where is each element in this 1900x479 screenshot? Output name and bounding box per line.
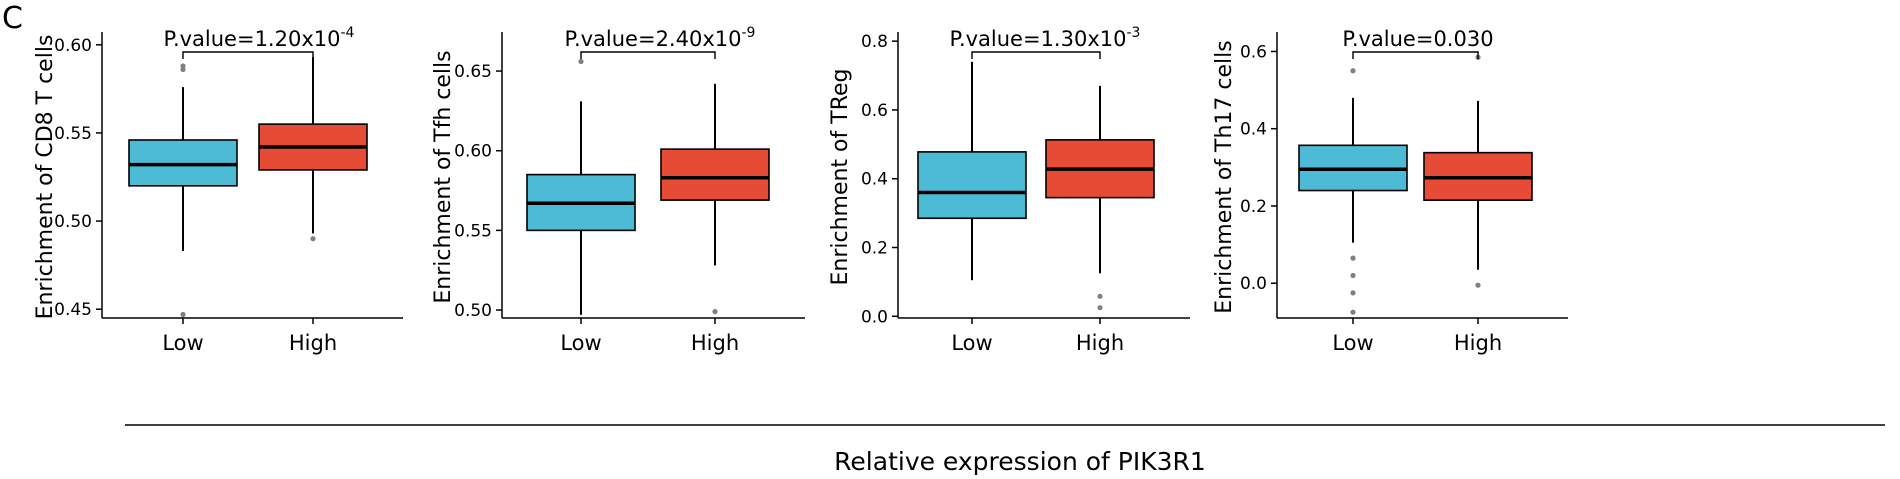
p-value-label: P.value=0.030 [1342, 27, 1493, 51]
outlier-point [180, 311, 186, 318]
y-tick-label: 0.60 [454, 142, 492, 162]
outlier-point [1475, 282, 1481, 288]
x-tick-label: High [1076, 331, 1124, 355]
y-tick-label: 0.4 [861, 170, 888, 190]
box-high [1045, 85, 1155, 311]
box-high [1423, 54, 1533, 288]
y-tick-label: 0.0 [1240, 274, 1267, 294]
y-axis-label: Enrichment of TReg [828, 68, 853, 285]
outlier-point [1350, 68, 1356, 74]
outlier-point [1350, 309, 1356, 315]
significance-bracket [1352, 51, 1479, 59]
p-value-label: P.value=2.40x10-9 [565, 25, 756, 51]
p-value-label: P.value=1.30x10-3 [950, 25, 1141, 51]
box-iqr [917, 151, 1027, 220]
outlier-point [1097, 305, 1103, 311]
y-tick-label: 0.55 [454, 221, 492, 241]
significance-bracket [182, 51, 314, 59]
outlier-point [712, 309, 718, 315]
box-low [526, 58, 636, 315]
box-low [1298, 68, 1408, 315]
y-tick-label: 0.2 [861, 239, 888, 259]
y-tick-label: 0.50 [54, 212, 92, 232]
significance-bracket [971, 51, 1101, 59]
outlier-point [1350, 255, 1356, 261]
significance-bracket [580, 51, 716, 59]
outlier-point [1350, 272, 1356, 279]
panel-label: C [2, 1, 23, 36]
y-tick-label: 0.8 [861, 32, 888, 52]
x-tick-label: Low [162, 331, 203, 355]
box-low [917, 61, 1027, 281]
y-tick-label: 0.55 [54, 124, 92, 144]
outlier-point [310, 236, 316, 242]
outlier-point [1350, 290, 1356, 296]
x-tick-label: High [691, 331, 739, 355]
outlier-point [180, 66, 186, 73]
box-high [258, 57, 368, 242]
x-tick-label: Low [560, 331, 601, 355]
box-iqr [128, 139, 238, 187]
outlier-point [1097, 293, 1103, 299]
y-tick-label: 0.2 [1240, 197, 1267, 217]
y-tick-label: 0.4 [1240, 120, 1267, 140]
x-tick-label: Low [1332, 331, 1373, 355]
outlier-point [578, 58, 584, 65]
x-tick-label: Low [951, 331, 992, 355]
y-axis-label: Enrichment of CD8 T cells [33, 35, 58, 320]
x-tick-label: High [289, 331, 337, 355]
x-tick-label: High [1454, 331, 1502, 355]
panel-3: 0.0 0.2 0.4 0.6 0.8 Enrichment of TReg Low High… [828, 25, 1190, 355]
y-axis-label: Enrichment of Th17 cells [1212, 40, 1237, 313]
y-tick-label: 0.6 [861, 101, 888, 121]
box-iqr [660, 148, 770, 201]
y-tick-label: 0.45 [54, 300, 92, 320]
shared-xlabel: Relative expression of PIK3R1 [834, 447, 1206, 476]
y-tick-label: 0.6 [1240, 42, 1267, 62]
p-value-label: P.value=1.20x10-4 [164, 25, 355, 51]
box-high [660, 83, 770, 315]
y-tick-label: 0.65 [454, 62, 492, 82]
y-tick-label: 0.50 [454, 301, 492, 321]
y-axis-label: Enrichment of Tfh cells [431, 50, 456, 303]
box-low [128, 63, 238, 318]
y-tick-label: 0.60 [54, 36, 92, 56]
y-tick-label: 0.0 [861, 307, 888, 327]
